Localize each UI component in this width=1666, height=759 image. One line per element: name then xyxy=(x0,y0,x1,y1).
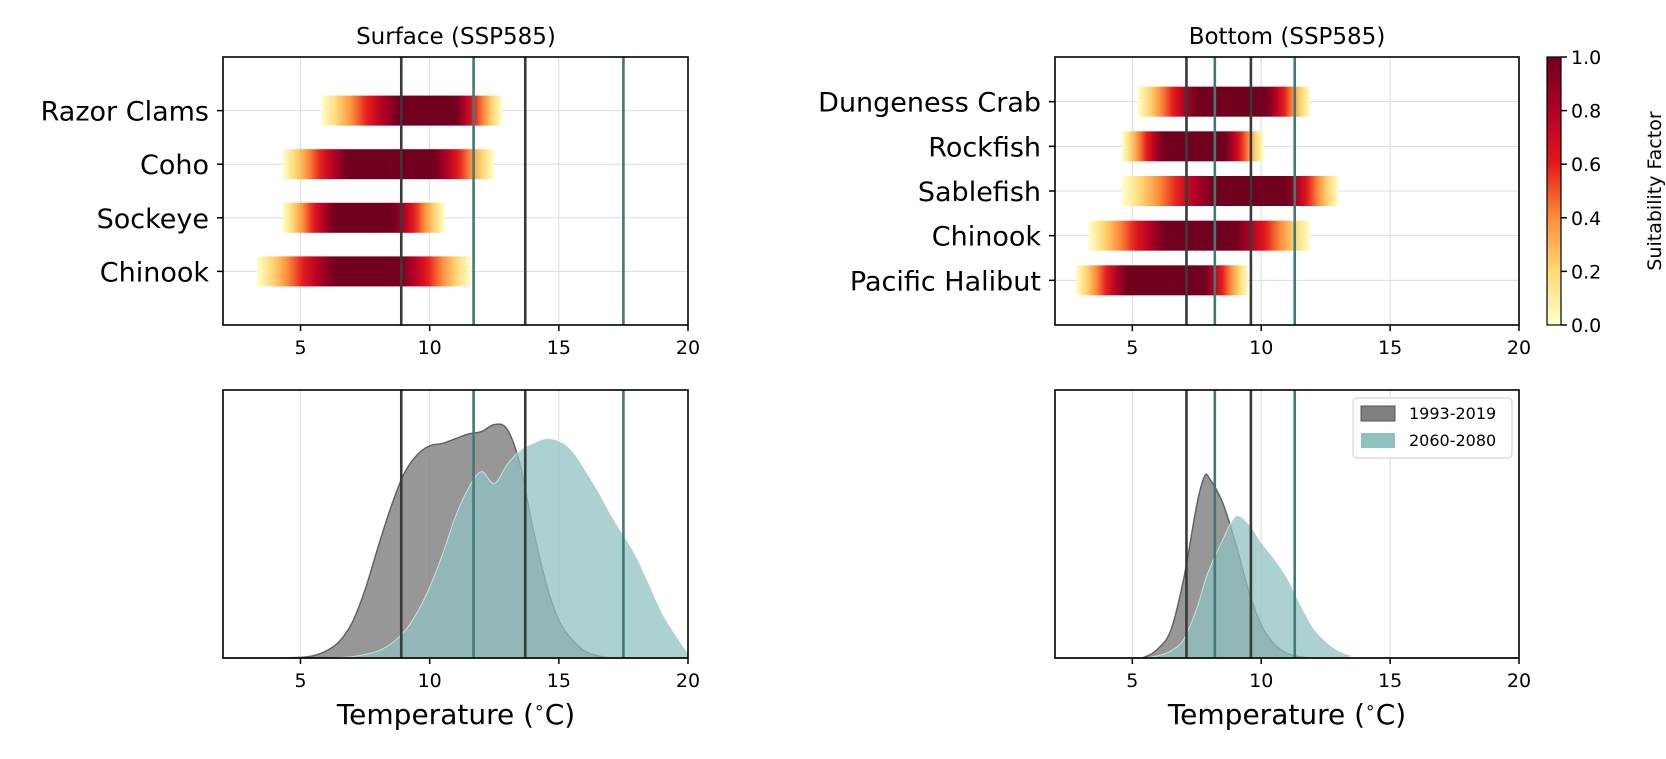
colorbar-tick-label-3: 0.6 xyxy=(1571,154,1601,176)
bottom-panel-title: Bottom (SSP585) xyxy=(1189,24,1386,50)
surface-species-label-chinook: Chinook xyxy=(100,257,210,288)
colorbar-frame xyxy=(1546,56,1562,326)
surface-x-tick-label-15: 15 xyxy=(547,337,571,359)
legend-swatch-1993-2019 xyxy=(1360,405,1396,422)
legend-label-2060-2080: 2060-2080 xyxy=(1409,431,1496,450)
colorbar-tick-label-5: 1.0 xyxy=(1571,47,1601,69)
surface-species-label-sockeye: Sockeye xyxy=(97,204,209,235)
surface-suitability-bar-chinook xyxy=(256,256,471,287)
bottom-density-x-tick-label-5: 5 xyxy=(1126,670,1138,692)
bottom-suitability-bar-sablefish xyxy=(1122,176,1339,206)
surface-density-x-tick-label-10: 10 xyxy=(418,670,442,692)
bottom-suitability-bar-chinook xyxy=(1088,220,1311,251)
bottom-density-x-tick-label-10: 10 xyxy=(1249,670,1273,692)
surface-species-label-razor-clams: Razor Clams xyxy=(41,97,209,128)
bottom-species-label-sablefish: Sablefish xyxy=(918,177,1041,208)
bottom-range-panel: Bottom (SSP585) 5 10 15 20 Dungeness Crab Roc… xyxy=(818,24,1531,359)
surface-x-tick-label-10: 10 xyxy=(418,337,442,359)
bottom-suitability-bar-pacific-halibut xyxy=(1075,265,1249,296)
surface-suitability-bar-coho xyxy=(282,149,495,180)
bottom-suitability-bar-dungeness-crab xyxy=(1137,86,1311,117)
surface-density-plot-frame xyxy=(222,389,689,659)
bottom-species-label-rockfish: Rockfish xyxy=(928,132,1041,163)
bottom-density-area-2060-2080 xyxy=(1055,515,1519,659)
surface-density-x-tick-label-20: 20 xyxy=(676,670,700,692)
surface-x-tick-label-5: 5 xyxy=(294,337,306,359)
bottom-density-plot-frame xyxy=(1054,389,1520,659)
surface-range-plot-frame xyxy=(222,56,689,326)
surface-species-label-coho: Coho xyxy=(140,150,209,181)
legend: 1993-2019 2060-2080 xyxy=(1352,397,1513,459)
bottom-x-tick-label-5: 5 xyxy=(1126,337,1138,359)
bottom-species-label-dungeness-crab: Dungeness Crab xyxy=(818,88,1041,119)
colorbar-tick-label-1: 0.2 xyxy=(1571,261,1601,283)
surface-suitability-bar-sockeye xyxy=(282,202,446,233)
surface-range-panel: Surface (SSP585) 5 10 15 20 Razor Clams Coho S… xyxy=(41,24,700,359)
colorbar-tick-label-0: 0.0 xyxy=(1571,315,1601,337)
legend-swatch-2060-2080 xyxy=(1361,433,1395,448)
bottom-species-label-chinook: Chinook xyxy=(932,222,1042,253)
surface-x-axis-label: Temperature (∘C) xyxy=(336,698,575,731)
colorbar-gradient xyxy=(1547,57,1561,325)
surface-density-panel: 5 10 15 20 Temperature (∘C) xyxy=(222,389,700,731)
bottom-density-x-tick-label-15: 15 xyxy=(1378,670,1402,692)
surface-suitability-bar-razor-clams xyxy=(321,95,502,126)
colorbar-tick-label-4: 0.8 xyxy=(1571,101,1601,123)
bottom-suitability-bar-rockfish xyxy=(1122,131,1264,162)
colorbar-label: Suitability Factor xyxy=(1644,111,1666,270)
bottom-density-x-tick-label-20: 20 xyxy=(1507,670,1531,692)
bottom-x-tick-label-15: 15 xyxy=(1378,337,1402,359)
bottom-x-tick-label-20: 20 xyxy=(1507,337,1531,359)
bottom-density-panel: 5 10 15 20 Temperature (∘C) 1993-2019 2060-… xyxy=(1054,389,1531,731)
bottom-species-label-pacific-halibut: Pacific Halibut xyxy=(850,266,1041,297)
colorbar-tick-label-2: 0.4 xyxy=(1571,208,1601,230)
suitability-colorbar: 0.0 0.2 0.4 0.6 0.8 1.0 Suitability Factor xyxy=(1546,47,1666,337)
surface-density-x-tick-label-5: 5 xyxy=(294,670,306,692)
surface-x-tick-label-20: 20 xyxy=(676,337,700,359)
bottom-x-tick-label-10: 10 xyxy=(1249,337,1273,359)
legend-label-1993-2019: 1993-2019 xyxy=(1409,404,1496,423)
surface-density-x-tick-label-15: 15 xyxy=(547,670,571,692)
surface-panel-title: Surface (SSP585) xyxy=(356,24,556,50)
bottom-x-axis-label: Temperature (∘C) xyxy=(1167,698,1406,731)
